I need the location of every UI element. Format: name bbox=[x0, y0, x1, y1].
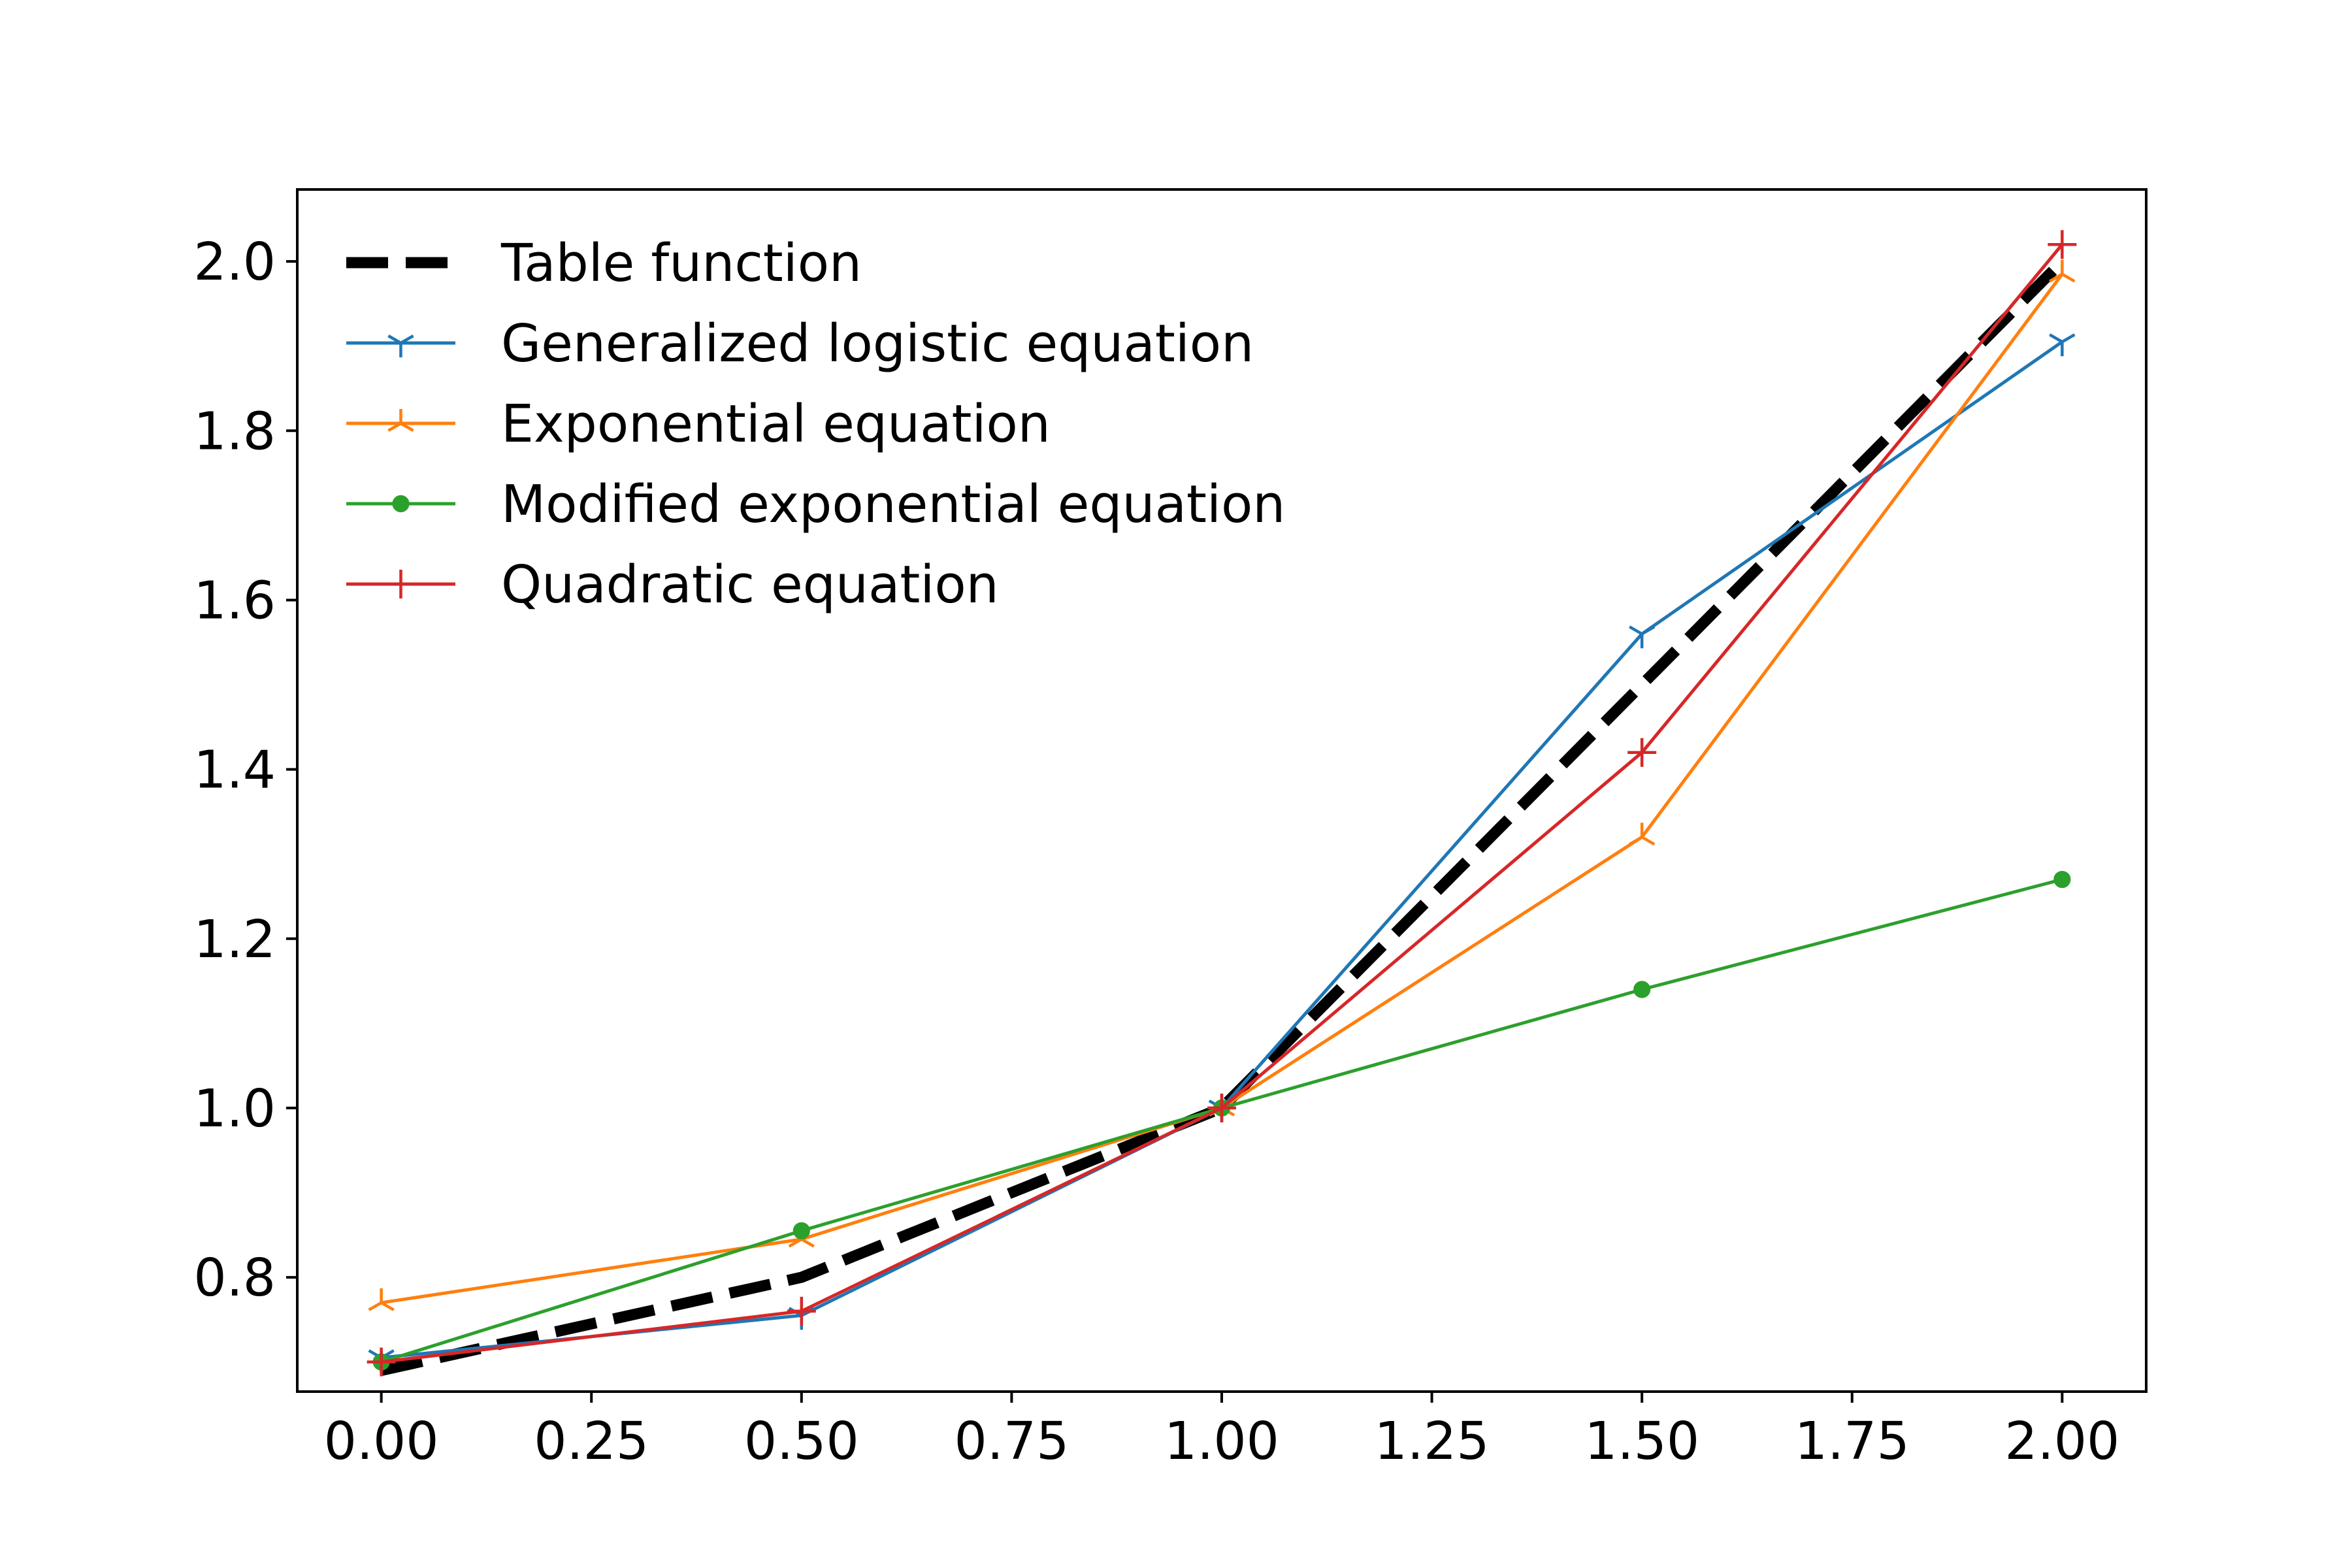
x-tick-label: 1.00 bbox=[1164, 1411, 1279, 1471]
data-point-exponential-equation-arm-2 bbox=[1629, 836, 1643, 846]
data-point-modified-exponential-equation-shape bbox=[1633, 981, 1651, 998]
data-point-exponential-equation bbox=[2049, 259, 2076, 283]
data-point-exponential-equation-arm-1 bbox=[800, 1237, 815, 1248]
data-point-modified-exponential-equation bbox=[2053, 870, 2071, 889]
legend-entry-quadratic-equation: Quadratic equation bbox=[346, 555, 999, 615]
data-point-quadratic-equation bbox=[787, 1296, 816, 1326]
legend-swatch-marker-arm-2 bbox=[387, 422, 402, 432]
x-tick-label: 0.00 bbox=[324, 1411, 439, 1471]
y-tick-label: 2.0 bbox=[193, 232, 276, 292]
y-tick-label: 1.4 bbox=[193, 740, 276, 800]
x-tick-label: 0.25 bbox=[534, 1411, 649, 1471]
x-axis: 0.00 0.25 0.50 0.75 1.00 1.25 1.50 1.75 2.00 bbox=[324, 1392, 2119, 1471]
legend-swatch-marker-shape bbox=[392, 495, 410, 513]
y-axis: 0.8 1.0 1.2 1.4 1.6 1.8 2.0 bbox=[193, 232, 297, 1308]
legend-entry-table-function: Table function bbox=[346, 233, 862, 293]
data-point-exponential-equation-arm-2 bbox=[2049, 272, 2063, 283]
data-point-exponential-equation-arm-1 bbox=[2061, 272, 2076, 283]
legend-label: Quadratic equation bbox=[501, 555, 999, 615]
data-point-exponential-equation-arm-2 bbox=[368, 1301, 382, 1311]
legend-swatch-marker-arm-1 bbox=[387, 335, 402, 344]
data-point-generalized-logistic-equation-arm-1 bbox=[2049, 333, 2063, 344]
data-point-modified-exponential-equation bbox=[1633, 981, 1651, 998]
legend-swatch-marker-arm-1 bbox=[400, 422, 414, 432]
legend-label: Generalized logistic equation bbox=[501, 314, 1254, 374]
data-point-exponential-equation bbox=[1629, 823, 1656, 846]
data-point-generalized-logistic-equation bbox=[1629, 625, 1656, 649]
axes-background bbox=[297, 189, 2146, 1392]
data-point-exponential-equation bbox=[368, 1288, 395, 1311]
series-quadratic-equation bbox=[367, 230, 2077, 1377]
data-point-quadratic-equation bbox=[2048, 230, 2077, 259]
y-tick-label: 1.8 bbox=[193, 401, 276, 461]
data-point-exponential-equation-arm-2 bbox=[788, 1237, 802, 1248]
x-tick-label: 1.25 bbox=[1375, 1411, 1490, 1471]
data-point-modified-exponential-equation-shape bbox=[792, 1222, 810, 1239]
legend-label: Modified exponential equation bbox=[501, 474, 1285, 534]
data-point-generalized-logistic-equation bbox=[2049, 333, 2076, 357]
data-point-quadratic-equation bbox=[367, 1347, 396, 1377]
x-tick-label: 1.75 bbox=[1795, 1411, 1910, 1471]
plot-area bbox=[296, 188, 2148, 1393]
x-tick-label: 1.50 bbox=[1584, 1411, 1699, 1471]
data-point-exponential-equation-arm-1 bbox=[1641, 836, 1656, 846]
y-tick-label: 0.8 bbox=[193, 1248, 276, 1308]
series-layer bbox=[367, 230, 2077, 1377]
data-point-generalized-logistic-equation-arm-2 bbox=[2061, 333, 2076, 344]
data-point-exponential-equation-arm-1 bbox=[380, 1301, 395, 1311]
data-point-generalized-logistic-equation-arm-2 bbox=[1641, 625, 1656, 636]
data-point-generalized-logistic-equation-arm-1 bbox=[1629, 625, 1643, 636]
legend-entry-exponential-equation: Exponential equation bbox=[346, 394, 1051, 454]
legend-swatch-marker bbox=[392, 495, 410, 513]
series-table-function bbox=[380, 257, 2066, 1376]
x-tick-label: 0.75 bbox=[954, 1411, 1069, 1471]
series-line-table-function bbox=[380, 257, 2066, 1376]
data-point-quadratic-equation bbox=[1627, 738, 1657, 767]
legend-swatch-marker bbox=[387, 335, 414, 357]
data-point-quadratic-equation bbox=[1207, 1093, 1236, 1122]
y-tick-label: 1.6 bbox=[193, 570, 276, 630]
legend-swatch-marker bbox=[386, 570, 416, 598]
legend-swatch-marker-arm-2 bbox=[400, 335, 414, 344]
legend-label: Exponential equation bbox=[501, 394, 1051, 454]
y-tick-label: 1.2 bbox=[193, 909, 276, 970]
legend-swatch-marker bbox=[387, 409, 414, 432]
y-tick-label: 1.0 bbox=[193, 1079, 276, 1139]
legend: Table function Generalized logistic equat… bbox=[346, 233, 1285, 615]
data-point-modified-exponential-equation-shape bbox=[2053, 870, 2071, 889]
data-point-modified-exponential-equation bbox=[792, 1222, 810, 1239]
x-tick-label: 0.50 bbox=[744, 1411, 859, 1471]
x-tick-label: 2.00 bbox=[2004, 1411, 2119, 1471]
legend-entry-modified-exponential-equation: Modified exponential equation bbox=[346, 474, 1285, 534]
legend-entry-generalized-logistic-equation: Generalized logistic equation bbox=[346, 314, 1254, 374]
legend-label: Table function bbox=[500, 233, 862, 293]
